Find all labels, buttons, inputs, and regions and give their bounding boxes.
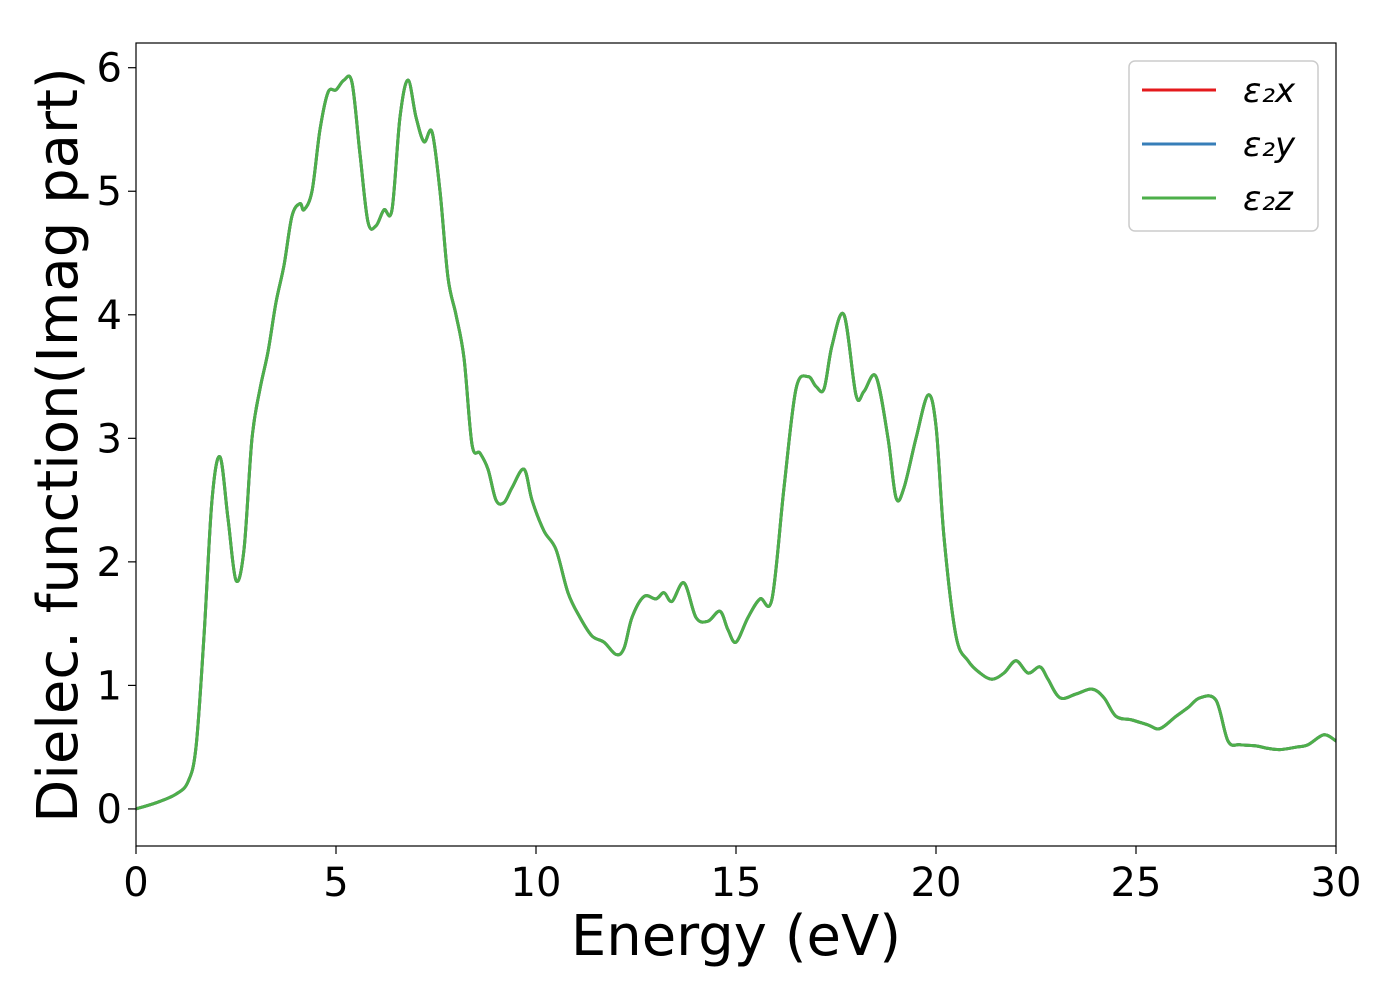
- y-tick-label: 6: [97, 46, 122, 92]
- y-axis-ticks: 0 1 2 3 4 5 6: [97, 46, 136, 833]
- x-tick-label: 30: [1311, 860, 1362, 906]
- y-tick-label: 4: [97, 293, 122, 339]
- legend-box: [1128, 60, 1319, 232]
- y-tick-label: 5: [97, 169, 122, 215]
- series-layer: [135, 74, 1337, 811]
- x-tick-label: 25: [1111, 860, 1162, 906]
- x-tick-label: 15: [711, 860, 762, 906]
- legend-label-1: ε₂x: [1243, 71, 1296, 111]
- x-tick-label: 10: [511, 860, 562, 906]
- legend-label-3: ε₂z: [1243, 179, 1294, 219]
- x-axis-ticks: 0 5 10 15 20 25 30: [123, 846, 1361, 906]
- x-tick-label: 5: [323, 860, 348, 906]
- series-line-3: [135, 74, 1337, 811]
- x-tick-label: 0: [123, 860, 148, 906]
- y-axis-label: Dielec. function(Imag part): [26, 67, 91, 823]
- legend: ε₂x ε₂y ε₂z: [1128, 60, 1319, 232]
- x-tick-label: 20: [911, 860, 962, 906]
- y-tick-label: 2: [97, 540, 122, 586]
- x-axis-label: Energy (eV): [571, 904, 901, 969]
- legend-label-2: ε₂y: [1243, 125, 1296, 165]
- y-tick-label: 0: [97, 787, 122, 833]
- y-tick-label: 3: [97, 416, 122, 462]
- y-tick-label: 1: [97, 663, 122, 709]
